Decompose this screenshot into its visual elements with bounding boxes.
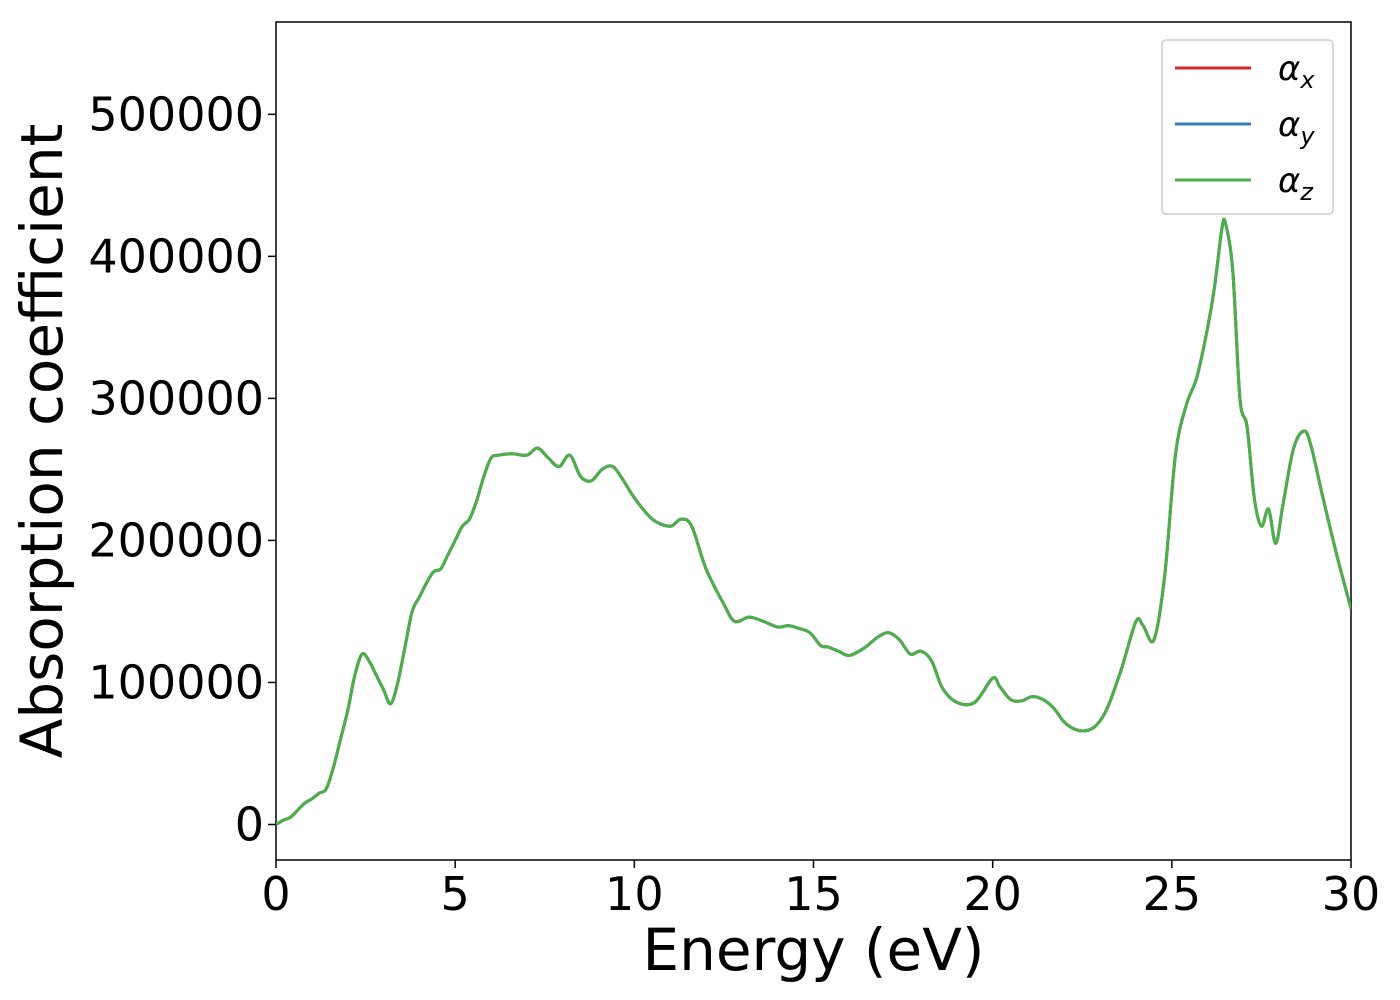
series-line-alpha-y [276,217,1351,826]
x-tick-label: 15 [784,867,843,921]
y-tick-label: 200000 [88,513,264,567]
x-tick-label: 25 [1143,867,1202,921]
x-axis-title: Energy (eV) [642,916,984,984]
y-tick-label: 400000 [88,229,264,283]
y-tick-label: 100000 [88,655,264,709]
legend: αx αy αz [1161,39,1334,215]
y-tick-label: 0 [235,797,264,851]
series-line-alpha-z [276,217,1351,826]
legend-box [1161,39,1334,215]
y-tick-label: 500000 [88,87,264,141]
x-tick-label: 5 [441,867,470,921]
series-line-alpha-x [276,217,1351,826]
legend-label-alpha-z: αz [1278,161,1314,206]
y-axis-title: Absorption coefficient [8,124,76,759]
legend-label-alpha-x: αx [1278,49,1315,94]
x-axis: 0 5 10 15 20 25 30 [261,860,1380,921]
series-layer [276,217,1351,826]
y-axis: 0 100000 200000 300000 400000 500000 [88,87,276,851]
y-tick-label: 300000 [88,371,264,425]
x-tick-label: 0 [261,867,290,921]
x-tick-label: 20 [963,867,1022,921]
x-tick-label: 30 [1322,867,1381,921]
x-tick-label: 10 [605,867,664,921]
legend-label-alpha-y: αy [1278,105,1315,150]
